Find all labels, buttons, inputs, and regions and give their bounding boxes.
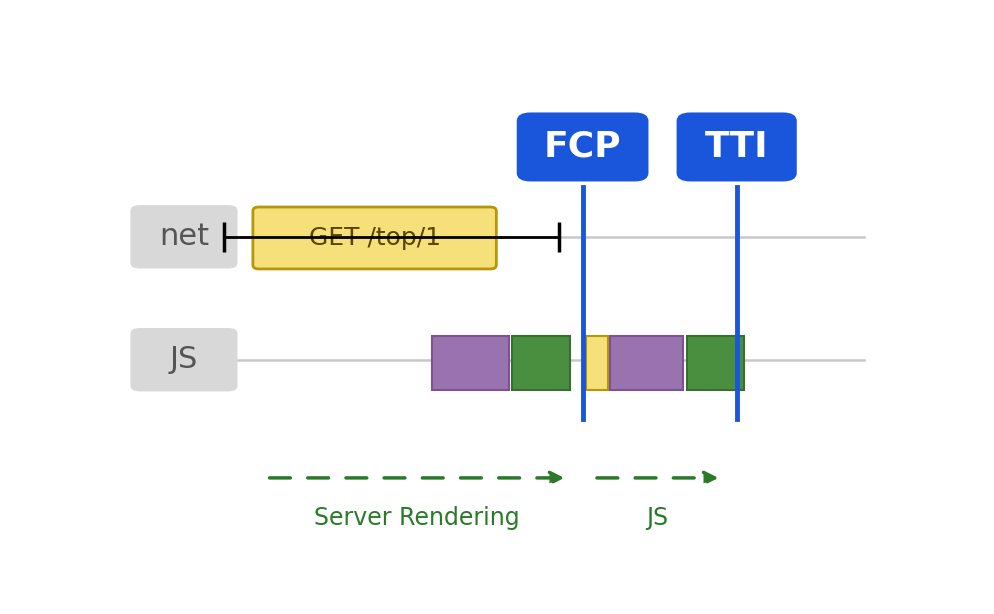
Bar [432,336,510,391]
Text: FCP: FCP [544,130,621,164]
Text: TTI: TTI [705,130,768,164]
Text: JS: JS [170,345,198,374]
Bar [609,336,683,391]
Bar [687,336,745,391]
Text: GET /top/1: GET /top/1 [308,226,440,250]
Bar [512,336,570,391]
Text: JS: JS [647,506,669,530]
FancyBboxPatch shape [677,112,797,182]
Text: Server Rendering: Server Rendering [314,506,520,530]
FancyBboxPatch shape [517,112,648,182]
FancyBboxPatch shape [130,205,238,268]
FancyBboxPatch shape [130,328,238,391]
FancyBboxPatch shape [252,207,496,269]
Text: net: net [159,222,209,251]
Bar [586,336,608,391]
